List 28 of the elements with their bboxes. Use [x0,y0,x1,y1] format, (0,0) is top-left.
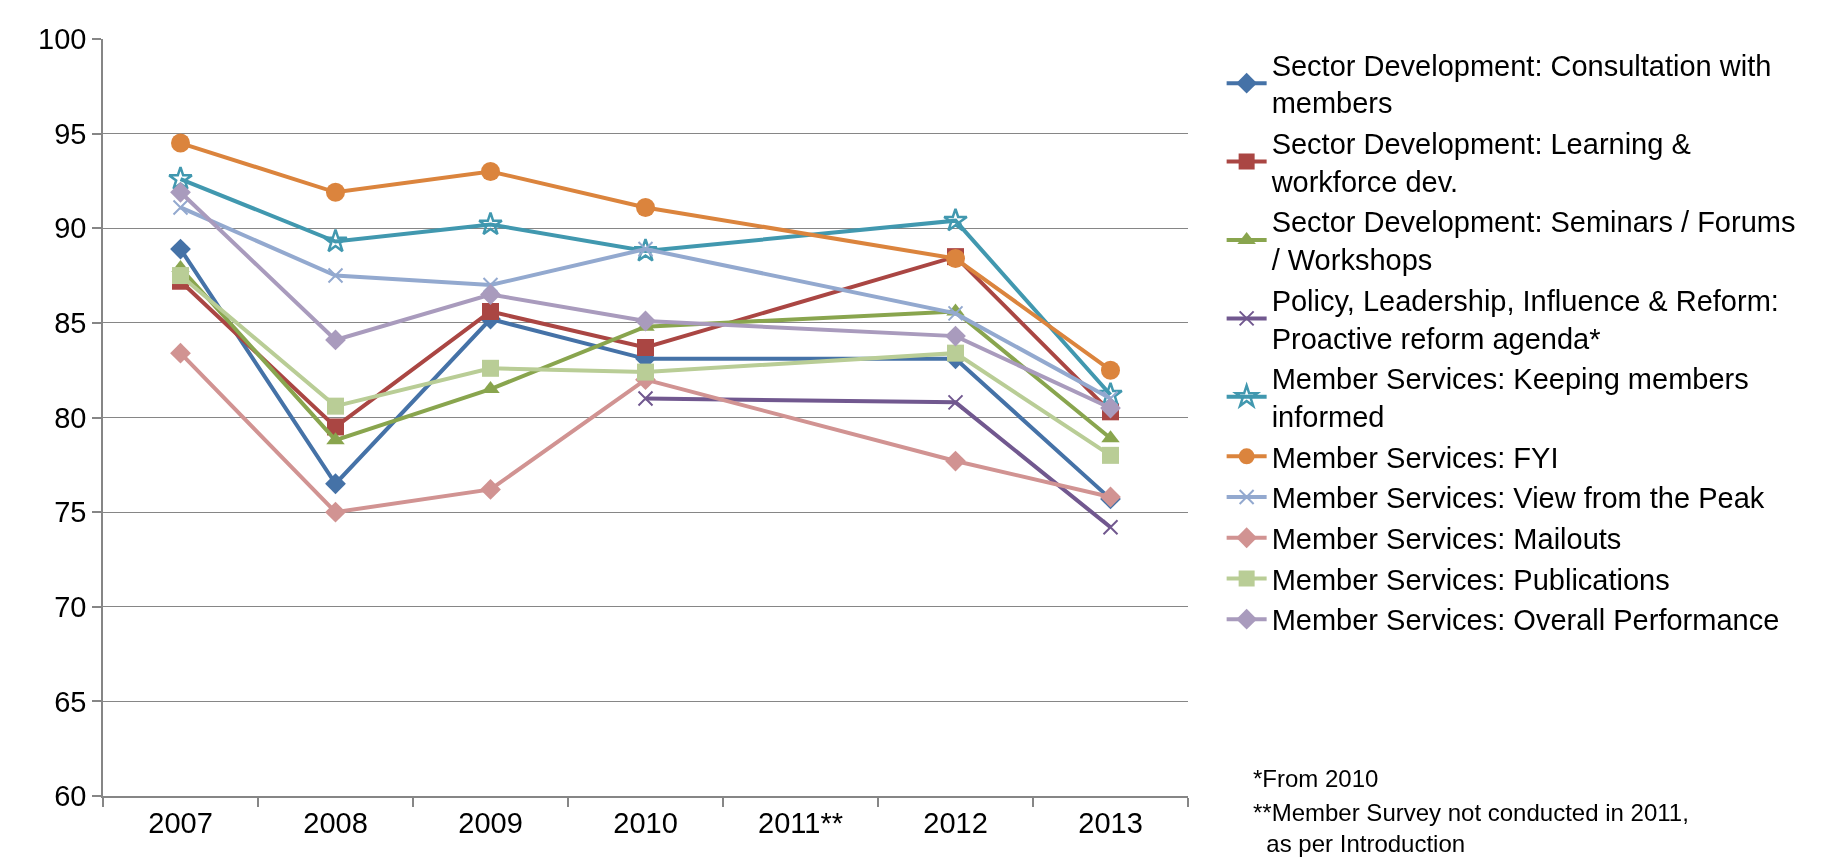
legend-label: Sector Development: Learning & workforce dev. [1270,128,1691,198]
x-tick-label: 2012 [923,806,988,839]
legend-label: Member Services: Mailouts [1271,523,1622,556]
x-tick-label: 2008 [303,806,368,839]
x-tick-label: 2010 [613,806,678,839]
legend-label: Member Services: Overall Performance [1271,604,1780,637]
y-tick-label: 60 [54,780,87,813]
text: *From 2010 [1253,765,1379,792]
legend-label: Member Services: FYI [1271,441,1559,474]
x-tick-label: 2007 [148,806,213,839]
legend-label: Member Services: Keeping members informed [1271,363,1749,433]
x-tick-label: 2013 [1078,806,1143,839]
y-tick-label: 65 [54,685,87,718]
y-tick-label: 85 [54,307,87,340]
legend-label: Member Services: Publications [1271,563,1670,596]
legend-label: Sector Development: Consultation with members [1271,49,1772,120]
y-tick-label: 90 [54,212,87,245]
x-tick-label: 2009 [458,806,523,839]
legend-label: Member Services: View from the Peak [1271,482,1765,515]
legend-label: Policy, Leadership, Influence & Reform: Proactive reform agenda* [1271,284,1779,355]
y-tick-label: 100 [38,23,87,56]
y-tick-label: 70 [54,590,87,623]
legend-label: Sector Development: Seminars / Forums / Workshops [1271,206,1796,277]
x-tick-label: 2011** [758,806,843,839]
y-tick-label: 75 [54,496,87,529]
text: **Member Survey not conducted in 2011, as per Introduction [1253,799,1689,858]
y-tick-label: 95 [54,117,87,150]
y-tick-label: 80 [54,401,87,434]
